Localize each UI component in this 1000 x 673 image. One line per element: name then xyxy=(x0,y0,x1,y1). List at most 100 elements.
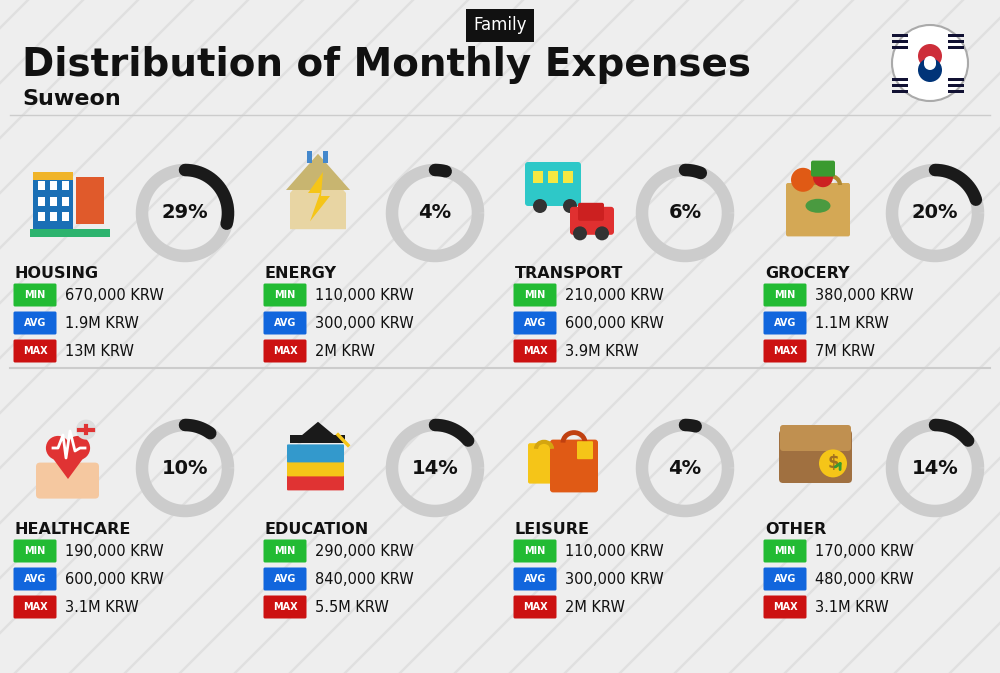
Text: MAX: MAX xyxy=(523,602,547,612)
Circle shape xyxy=(892,25,968,101)
Circle shape xyxy=(924,58,936,70)
Text: 600,000 KRW: 600,000 KRW xyxy=(565,316,664,330)
Circle shape xyxy=(595,226,609,240)
FancyBboxPatch shape xyxy=(533,171,543,183)
Polygon shape xyxy=(46,449,90,479)
Text: Suweon: Suweon xyxy=(22,89,121,109)
Text: ENERGY: ENERGY xyxy=(265,266,337,281)
FancyBboxPatch shape xyxy=(892,90,908,92)
FancyBboxPatch shape xyxy=(290,435,345,443)
Text: HEALTHCARE: HEALTHCARE xyxy=(15,522,131,538)
Text: AVG: AVG xyxy=(774,318,796,328)
FancyBboxPatch shape xyxy=(307,151,312,163)
Text: AVG: AVG xyxy=(524,574,546,584)
FancyBboxPatch shape xyxy=(514,339,556,363)
Text: MAX: MAX xyxy=(523,346,547,356)
FancyBboxPatch shape xyxy=(287,458,344,476)
FancyBboxPatch shape xyxy=(38,197,45,206)
FancyBboxPatch shape xyxy=(264,596,306,618)
Text: 13M KRW: 13M KRW xyxy=(65,343,134,359)
Text: 1.9M KRW: 1.9M KRW xyxy=(65,316,139,330)
Text: $: $ xyxy=(827,454,839,472)
Ellipse shape xyxy=(806,199,830,213)
FancyBboxPatch shape xyxy=(764,283,806,306)
Text: MAX: MAX xyxy=(773,346,797,356)
FancyBboxPatch shape xyxy=(62,213,69,221)
Text: MAX: MAX xyxy=(773,602,797,612)
FancyBboxPatch shape xyxy=(528,444,560,484)
FancyBboxPatch shape xyxy=(578,203,604,221)
Text: 2M KRW: 2M KRW xyxy=(315,343,375,359)
Text: 2M KRW: 2M KRW xyxy=(565,600,625,614)
Text: 480,000 KRW: 480,000 KRW xyxy=(815,571,914,586)
Circle shape xyxy=(46,436,70,460)
Text: MIN: MIN xyxy=(24,546,46,556)
FancyBboxPatch shape xyxy=(764,540,806,563)
FancyBboxPatch shape xyxy=(38,181,45,190)
Text: 5.5M KRW: 5.5M KRW xyxy=(315,600,389,614)
FancyBboxPatch shape xyxy=(948,40,964,42)
FancyBboxPatch shape xyxy=(264,339,306,363)
Text: GROCERY: GROCERY xyxy=(765,266,850,281)
Text: MIN: MIN xyxy=(524,290,546,300)
Text: AVG: AVG xyxy=(774,574,796,584)
Text: AVG: AVG xyxy=(24,318,46,328)
Circle shape xyxy=(563,199,577,213)
Polygon shape xyxy=(298,422,338,438)
FancyBboxPatch shape xyxy=(780,425,851,451)
FancyBboxPatch shape xyxy=(287,472,344,491)
FancyBboxPatch shape xyxy=(62,197,69,206)
Text: MAX: MAX xyxy=(23,602,47,612)
FancyBboxPatch shape xyxy=(764,567,806,590)
FancyBboxPatch shape xyxy=(14,312,56,334)
FancyBboxPatch shape xyxy=(264,567,306,590)
FancyBboxPatch shape xyxy=(14,540,56,563)
FancyBboxPatch shape xyxy=(14,596,56,618)
Circle shape xyxy=(918,44,942,68)
Text: MIN: MIN xyxy=(524,546,546,556)
Polygon shape xyxy=(290,162,346,229)
FancyBboxPatch shape xyxy=(764,339,806,363)
FancyBboxPatch shape xyxy=(14,567,56,590)
Circle shape xyxy=(791,168,815,192)
FancyBboxPatch shape xyxy=(563,171,573,183)
FancyBboxPatch shape xyxy=(514,596,556,618)
FancyBboxPatch shape xyxy=(764,596,806,618)
Circle shape xyxy=(66,436,90,460)
FancyBboxPatch shape xyxy=(577,441,593,459)
Polygon shape xyxy=(308,172,330,221)
FancyBboxPatch shape xyxy=(514,540,556,563)
Text: MIN: MIN xyxy=(774,290,796,300)
FancyBboxPatch shape xyxy=(948,34,964,36)
FancyBboxPatch shape xyxy=(30,229,110,237)
Text: 6%: 6% xyxy=(668,203,702,223)
Text: HOUSING: HOUSING xyxy=(15,266,99,281)
Text: 10%: 10% xyxy=(162,458,208,478)
Text: 300,000 KRW: 300,000 KRW xyxy=(565,571,664,586)
FancyBboxPatch shape xyxy=(892,40,908,42)
FancyBboxPatch shape xyxy=(948,83,964,87)
Text: 170,000 KRW: 170,000 KRW xyxy=(815,544,914,559)
Circle shape xyxy=(533,199,547,213)
Text: OTHER: OTHER xyxy=(765,522,826,538)
Circle shape xyxy=(573,226,587,240)
Text: AVG: AVG xyxy=(24,574,46,584)
FancyBboxPatch shape xyxy=(514,312,556,334)
Text: 4%: 4% xyxy=(418,203,452,223)
Text: 110,000 KRW: 110,000 KRW xyxy=(565,544,664,559)
Circle shape xyxy=(819,450,847,477)
Text: 110,000 KRW: 110,000 KRW xyxy=(315,287,414,302)
FancyBboxPatch shape xyxy=(264,312,306,334)
Text: 840,000 KRW: 840,000 KRW xyxy=(315,571,414,586)
FancyBboxPatch shape xyxy=(550,439,598,493)
Text: AVG: AVG xyxy=(274,574,296,584)
FancyBboxPatch shape xyxy=(264,283,306,306)
Text: MAX: MAX xyxy=(273,346,297,356)
Text: 290,000 KRW: 290,000 KRW xyxy=(315,544,414,559)
Text: 600,000 KRW: 600,000 KRW xyxy=(65,571,164,586)
Text: MAX: MAX xyxy=(273,602,297,612)
Text: AVG: AVG xyxy=(524,318,546,328)
FancyBboxPatch shape xyxy=(62,181,69,190)
FancyBboxPatch shape xyxy=(14,339,56,363)
Text: 300,000 KRW: 300,000 KRW xyxy=(315,316,414,330)
